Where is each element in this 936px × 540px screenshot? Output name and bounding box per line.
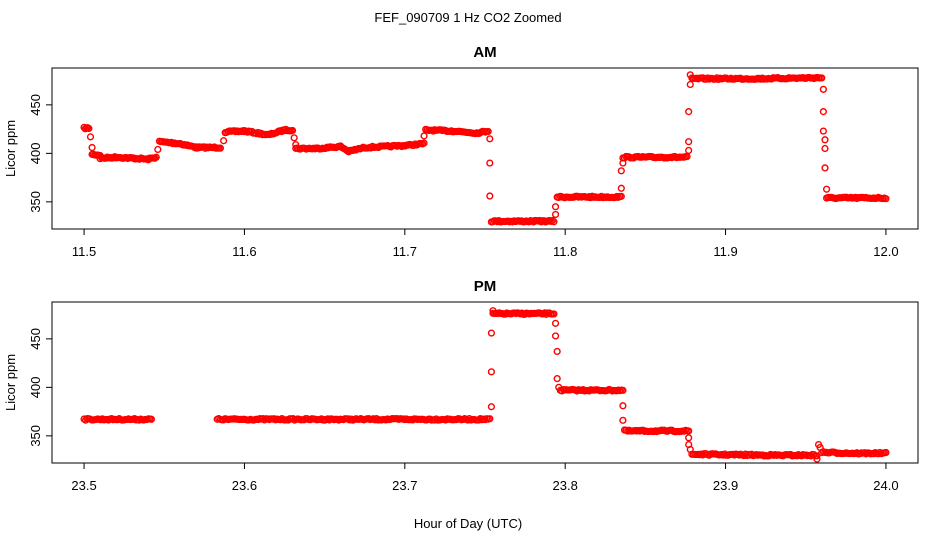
pm-x-tick-label: 23.5	[71, 478, 96, 493]
data-point	[221, 138, 227, 144]
data-point	[620, 417, 626, 423]
data-point	[618, 185, 624, 191]
data-point	[822, 165, 828, 171]
data-point	[620, 403, 626, 409]
am-plot-frame	[52, 68, 918, 229]
data-point	[686, 109, 692, 115]
pm-y-tick-label: 350	[28, 425, 43, 447]
data-point	[820, 128, 826, 134]
data-point	[553, 333, 559, 339]
pm-x-tick-label: 23.7	[392, 478, 417, 493]
am-x-tick-label: 11.9	[713, 244, 737, 259]
pm-y-tick-label: 400	[28, 376, 43, 398]
data-point	[553, 212, 559, 218]
pm-plot-frame	[52, 302, 918, 463]
pm-x-tick-label: 23.6	[232, 478, 257, 493]
data-point	[554, 349, 560, 355]
data-point	[820, 86, 826, 92]
data-point	[489, 369, 495, 375]
shared-x-axis-label: Hour of Day (UTC)	[414, 516, 522, 531]
data-point	[553, 204, 559, 210]
data-point	[553, 320, 559, 326]
pm-data-series	[81, 308, 889, 462]
pm-panel-title: PM	[474, 278, 497, 295]
am-panel-title: AM	[473, 44, 496, 61]
data-point	[554, 376, 560, 382]
data-point	[291, 135, 297, 141]
pm-x-tick-label: 23.8	[553, 478, 578, 493]
am-x-tick-label: 11.5	[72, 244, 96, 259]
am-y-tick-label: 350	[28, 191, 43, 213]
data-point	[686, 139, 692, 145]
am-x-tick-label: 11.8	[553, 244, 577, 259]
data-point	[489, 404, 495, 410]
data-point	[687, 82, 693, 88]
data-point	[421, 133, 427, 139]
data-point	[820, 109, 826, 115]
am-panel: AM Licor ppm 11.5 11.6 11.7 11.8 11.9 12.0 350 40…	[3, 44, 918, 259]
am-y-tick-label: 450	[28, 94, 43, 116]
figure-title: FEF_090709 1 Hz CO2 Zoomed	[374, 10, 561, 25]
pm-y-tick-label: 450	[28, 328, 43, 350]
data-point	[686, 435, 692, 441]
am-x-tick-label: 12.0	[873, 244, 898, 259]
data-point	[822, 146, 828, 152]
am-y-tick-label: 400	[28, 142, 43, 164]
data-point	[487, 193, 493, 199]
data-point	[88, 134, 94, 140]
am-x-tick-label: 11.7	[393, 244, 417, 259]
pm-x-tick-label: 23.9	[713, 478, 738, 493]
am-y-axis-label: Licor ppm	[3, 120, 18, 177]
pm-x-tick-label: 24.0	[873, 478, 898, 493]
data-point	[824, 186, 830, 192]
data-point	[89, 145, 95, 151]
data-point	[489, 330, 495, 336]
data-point	[487, 160, 493, 166]
am-x-tick-label: 11.6	[232, 244, 256, 259]
data-point	[686, 148, 692, 154]
pm-y-axis-label: Licor ppm	[3, 354, 18, 411]
data-point	[822, 137, 828, 143]
data-point	[487, 136, 493, 142]
am-data-series	[81, 72, 889, 225]
data-point	[155, 147, 161, 153]
pm-panel: PM Licor ppm 23.5 23.6 23.7 23.8 23.9 24.0 350 40…	[3, 278, 918, 493]
data-point	[618, 168, 624, 174]
